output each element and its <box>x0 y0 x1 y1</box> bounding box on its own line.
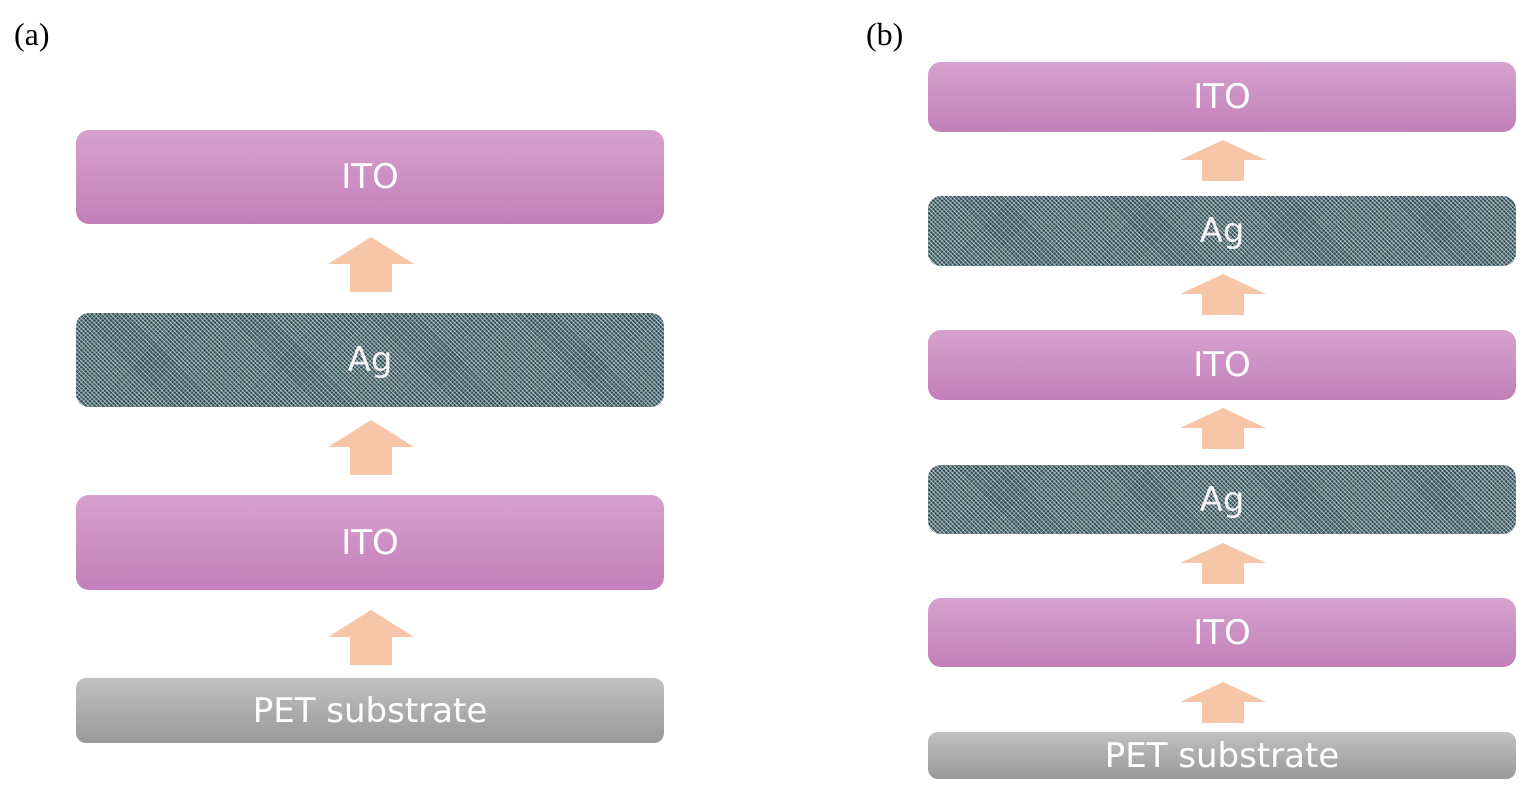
panel-b-arrow-up-icon <box>1180 408 1266 449</box>
panel-b-arrow-up-icon <box>1180 682 1266 723</box>
panel-b-arrow-up-icon <box>1180 543 1266 584</box>
panel-b-ito-layer-3: ITO <box>928 598 1516 667</box>
panel-b-ag-layer-2: Ag <box>928 465 1516 534</box>
panel-a-arrow-up-icon <box>328 237 414 292</box>
panel-b-ito-layer-1: ITO <box>928 62 1516 132</box>
panel-a-pet-substrate-layer: PET substrate <box>76 678 664 743</box>
panel-b-ito-layer-2: ITO <box>928 330 1516 400</box>
panel-b-arrow-up-icon <box>1180 274 1266 315</box>
panel-b-ag-layer-1: Ag <box>928 196 1516 266</box>
panel-a-ag-layer: Ag <box>76 313 664 407</box>
panel-a-ito-top-layer: ITO <box>76 130 664 224</box>
panel-a-ito-bottom-layer: ITO <box>76 495 664 590</box>
panel-a-label: (a) <box>14 16 50 52</box>
panel-b-pet-substrate-layer: PET substrate <box>928 732 1516 779</box>
panel-b-label: (b) <box>866 16 904 52</box>
panel-a-arrow-up-icon <box>328 420 414 475</box>
panel-a-arrow-up-icon <box>328 610 414 665</box>
panel-b-arrow-up-icon <box>1180 140 1266 181</box>
